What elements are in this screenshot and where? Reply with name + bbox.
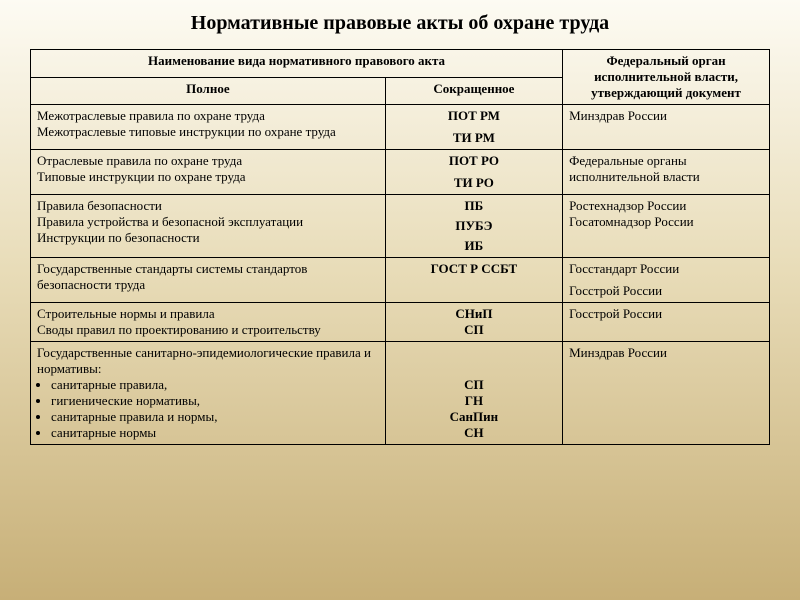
- cell-abbr: СП ГН СанПин СН: [385, 342, 562, 445]
- table-row: Правила безопасности Правила устройства …: [31, 195, 770, 258]
- table-row: Государственные санитарно-эпидемиологиче…: [31, 342, 770, 445]
- list-item: санитарные нормы: [51, 425, 379, 441]
- table-row: Отраслевые правила по охране труда Типов…: [31, 150, 770, 195]
- header-authority: Федеральный орган исполнительной власти,…: [563, 50, 770, 105]
- header-name-group: Наименование вида нормативного правового…: [31, 50, 563, 78]
- cell-abbr: ПОТ РМ ТИ РМ: [385, 105, 562, 150]
- page-title: Нормативные правовые акты об охране труд…: [30, 12, 770, 35]
- header-row-1: Наименование вида нормативного правового…: [31, 50, 770, 78]
- table-row: Строительные нормы и правила Своды прави…: [31, 303, 770, 342]
- cell-full: Строительные нормы и правила Своды прави…: [31, 303, 386, 342]
- bullet-list: санитарные правила, гигиенические нормат…: [37, 377, 379, 441]
- cell-auth: Федеральные органы исполнительной власти: [563, 150, 770, 195]
- slide-page: Нормативные правовые акты об охране труд…: [0, 0, 800, 445]
- cell-full: Отраслевые правила по охране труда Типов…: [31, 150, 386, 195]
- cell-abbr: ПБ ПУБЭ ИБ: [385, 195, 562, 258]
- cell-abbr: СНиП СП: [385, 303, 562, 342]
- cell-full: Государственные стандарты системы станда…: [31, 258, 386, 303]
- table-row: Межотраслевые правила по охране труда Ме…: [31, 105, 770, 150]
- list-item: гигиенические нормативы,: [51, 393, 379, 409]
- cell-auth: Минздрав России: [563, 342, 770, 445]
- cell-full: Межотраслевые правила по охране труда Ме…: [31, 105, 386, 150]
- cell-full: Государственные санитарно-эпидемиологиче…: [31, 342, 386, 445]
- header-short: Сокращенное: [385, 77, 562, 105]
- list-item: санитарные правила,: [51, 377, 379, 393]
- cell-auth: Госстандарт России Госстрой России: [563, 258, 770, 303]
- cell-abbr: ПОТ РО ТИ РО: [385, 150, 562, 195]
- cell-auth: Минздрав России: [563, 105, 770, 150]
- cell-abbr: ГОСТ Р ССБТ: [385, 258, 562, 303]
- cell-auth: Госстрой России: [563, 303, 770, 342]
- table-row: Государственные стандарты системы станда…: [31, 258, 770, 303]
- regulations-table: Наименование вида нормативного правового…: [30, 49, 770, 445]
- cell-full: Правила безопасности Правила устройства …: [31, 195, 386, 258]
- cell-auth: Ростехнадзор России Госатомнадзор России: [563, 195, 770, 258]
- list-item: санитарные правила и нормы,: [51, 409, 379, 425]
- header-full: Полное: [31, 77, 386, 105]
